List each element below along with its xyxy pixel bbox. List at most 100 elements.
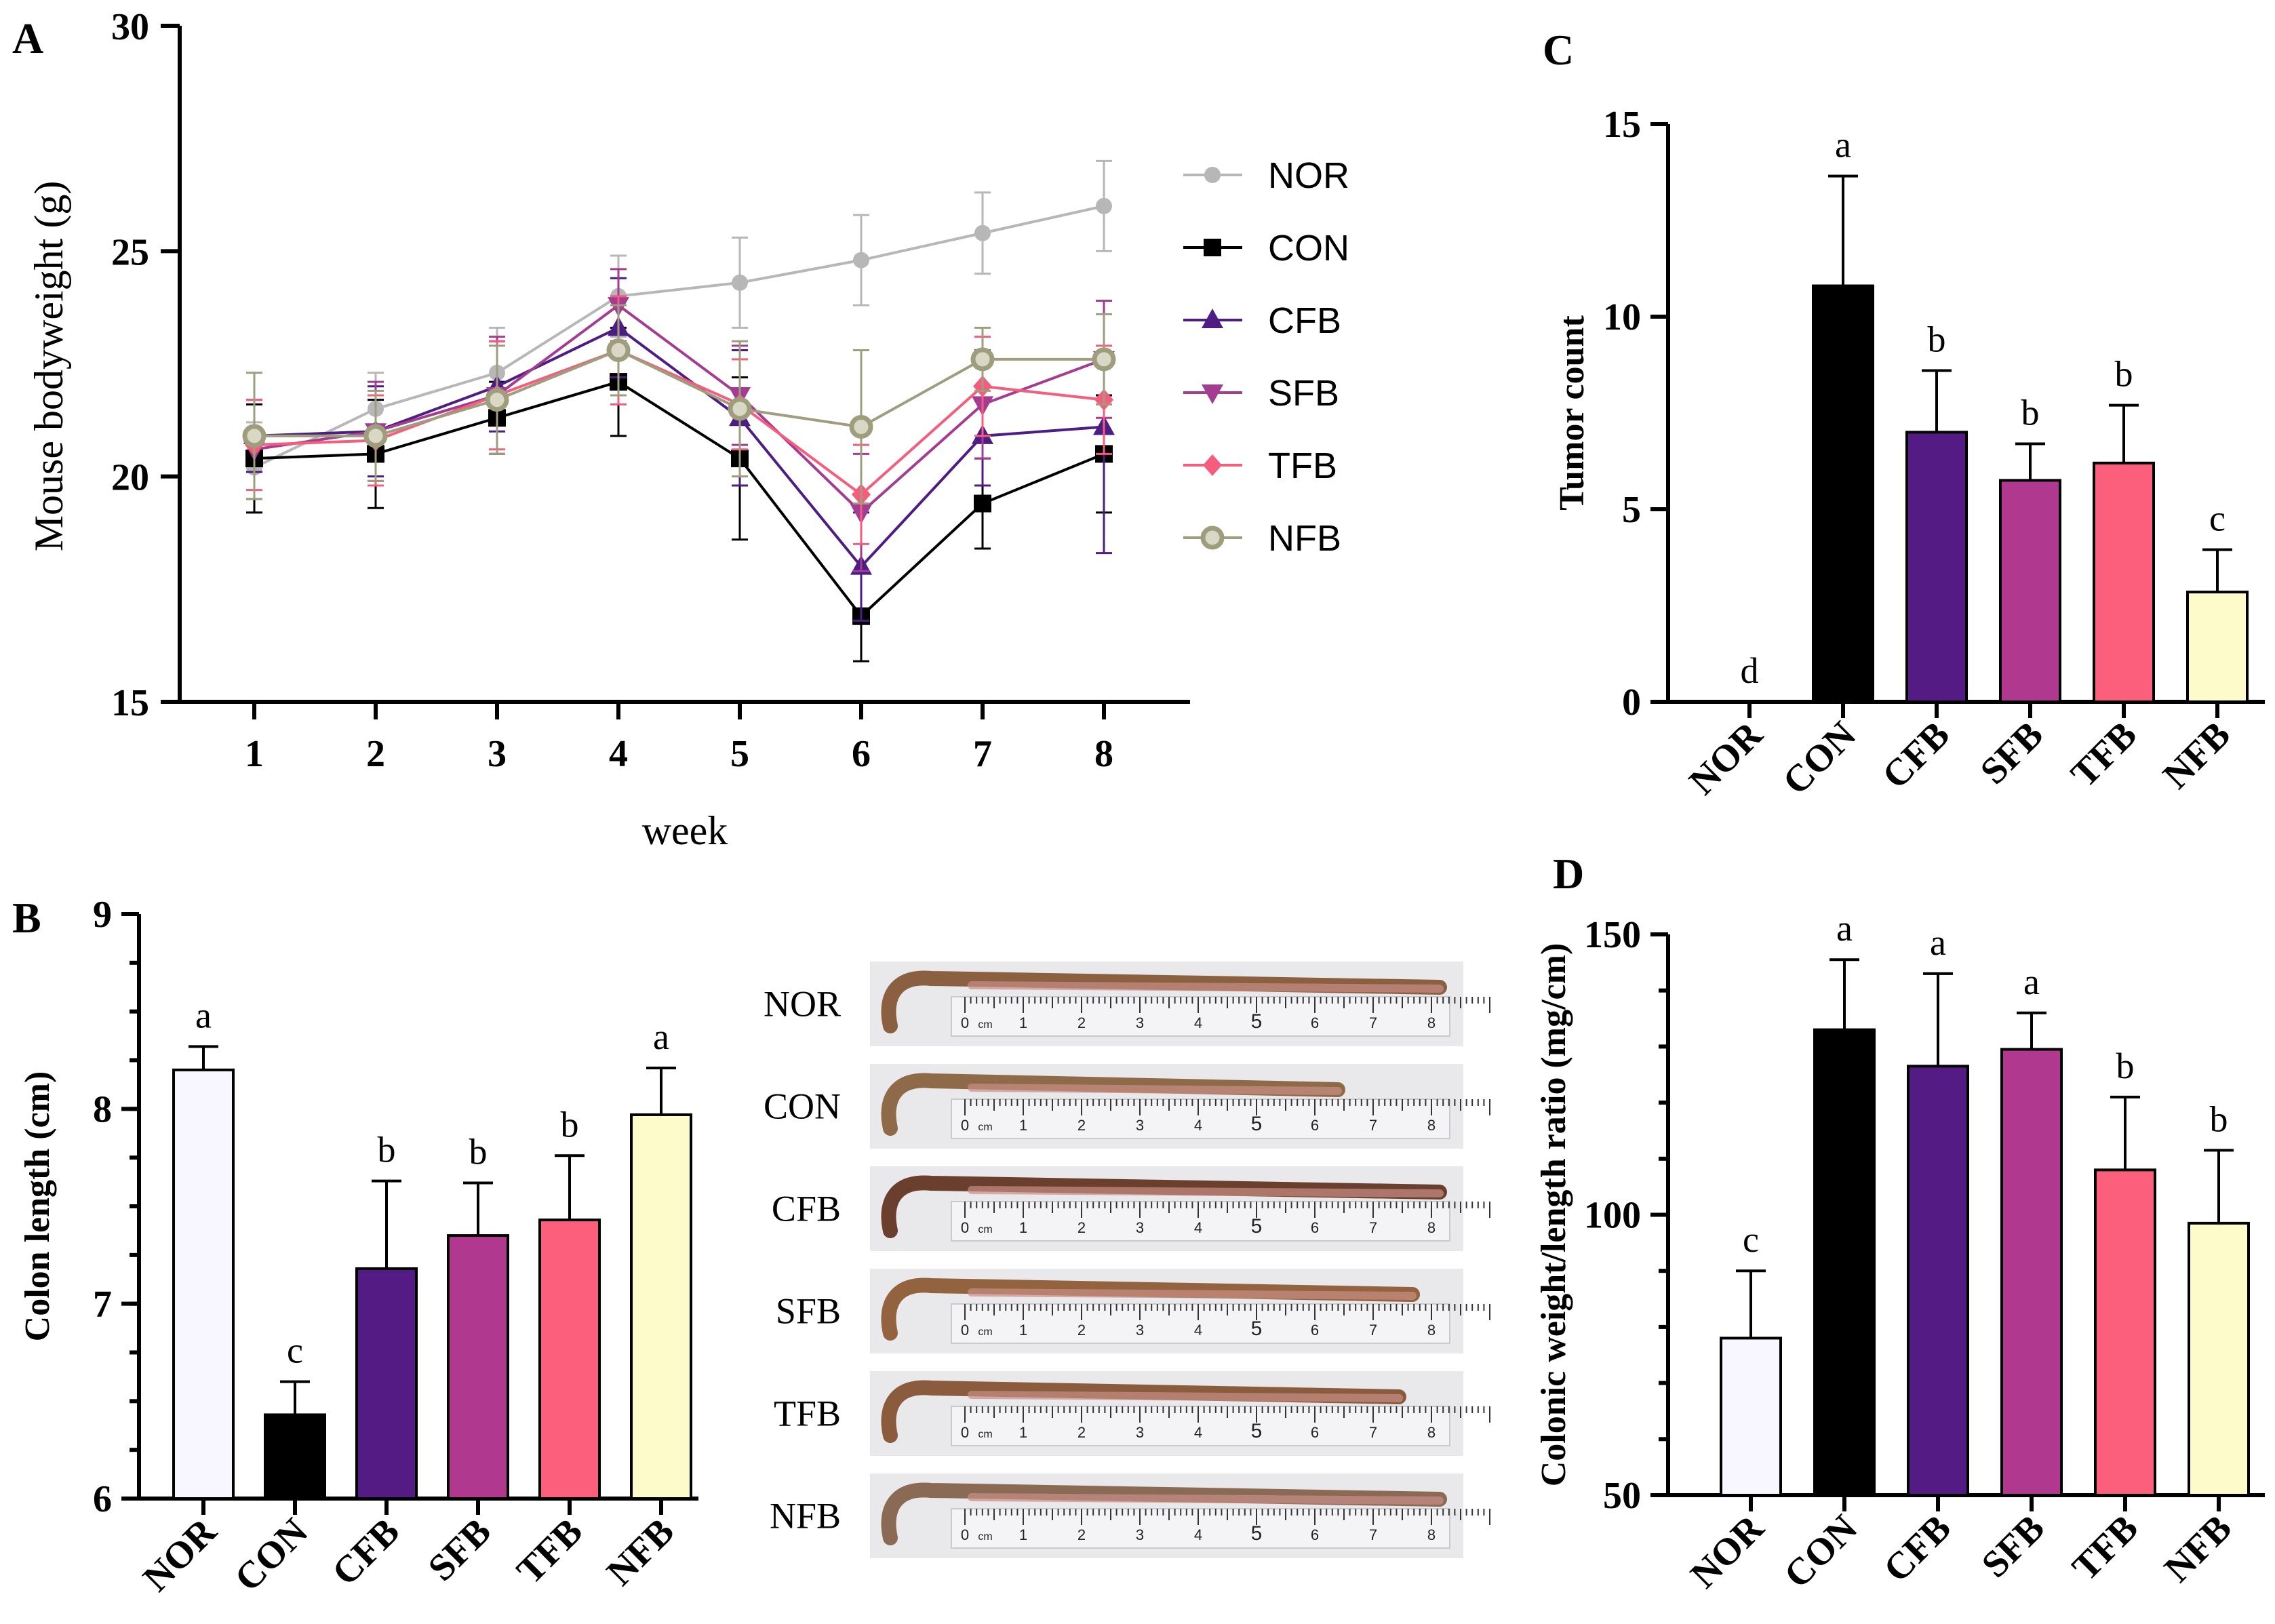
significance-letter: c [1743,1219,1759,1260]
legend-marker [1204,239,1221,256]
colon-sample-sfb: SFB 0 cm 1 2 3 4 5 6 7 8 [776,1269,1490,1353]
bar-sfb [1999,479,2061,704]
chart-a-bodyweight: 15 20 25 30 1 2 3 4 5 6 7 8 week Mouse bodyweight (g)… [26,6,1349,853]
significance-letter: a [653,1016,669,1057]
x-tick-label: NFB [2155,713,2238,797]
sample-label: TFB [774,1393,841,1434]
bar-cfb [355,1267,418,1500]
y-tick-label: 15 [111,682,149,724]
ruler-number: 1 [1019,1424,1027,1441]
panel-label-a: A [12,14,43,62]
bar-nor [172,1068,235,1501]
x-axis-title: week [642,808,728,853]
series-con: CON [245,228,1349,662]
bar-nfb [2188,1221,2250,1497]
ruler-number: 7 [1369,1322,1377,1339]
x-tick-label: 3 [488,733,507,775]
colon-tissue [881,1073,1345,1136]
ruler-number: 5 [1251,1420,1263,1442]
significance-letter: a [195,995,212,1035]
colon-tissue [881,970,1447,1033]
data-point [363,424,388,448]
bar-nfb [630,1113,692,1501]
x-tick-label: CON [226,1510,316,1600]
sample-label: CON [764,1086,841,1127]
ruler-number: 3 [1136,1117,1144,1134]
significance-letter: b [561,1104,579,1145]
x-tick-label: CFB [1874,713,1958,797]
ruler-number: cm [978,1531,992,1543]
axis-lines [178,26,1190,704]
colon-tissue [881,1380,1406,1443]
significance-letter: b [2116,1046,2135,1086]
ruler-number: 5 [1251,1215,1263,1237]
bar-cfb [1907,1065,1969,1497]
x-tick-label: NFB [599,1510,682,1593]
series-line [254,204,1105,469]
x-tick-label: 4 [609,733,628,775]
y-axis-title: Mouse bodyweight (g) [26,181,71,552]
sample-label: NFB [770,1496,841,1537]
ruler-number: 7 [1369,1424,1377,1441]
ruler-number: 0 [961,1219,969,1236]
ruler-number: 8 [1427,1424,1436,1441]
legend-marker [1203,454,1222,476]
y-tick-label: 25 [111,231,149,273]
ruler-number: 6 [1311,1117,1319,1134]
ruler-number: 5 [1251,1010,1263,1033]
x-tick-label: NFB [2156,1507,2240,1590]
colon-tissue [881,1175,1447,1238]
x-tick-label: 6 [852,733,871,775]
significance-letter: b [2021,392,2040,433]
colon-sample-cfb: CFB 0 cm 1 2 3 4 5 6 7 8 [772,1166,1490,1251]
ruler-number: 8 [1427,1322,1436,1339]
colon-tissue-distal [968,1288,1417,1300]
ruler-number: 0 [961,1014,969,1031]
significance-letter: b [469,1132,488,1172]
bar-con [1812,284,1874,703]
ruler-number: 6 [1311,1322,1319,1339]
ruler-number: 7 [1369,1117,1377,1134]
data-point [974,224,991,241]
colon-sample-con: CON 0 cm 1 2 3 4 5 6 7 8 [764,1064,1490,1149]
y-tick-label: 15 [1603,104,1641,146]
ruler-number: 3 [1136,1424,1144,1441]
bar-tfb [538,1219,601,1500]
ruler-number: 2 [1077,1322,1086,1339]
ruler-number: 8 [1427,1117,1436,1134]
sample-label: CFB [772,1189,841,1229]
bar-con [1813,1028,1876,1497]
data-point [606,338,631,363]
data-point [242,424,266,448]
panel-label-d: D [1553,850,1584,898]
ruler-number: cm [978,1224,992,1235]
x-tick-label: TFB [2063,713,2145,795]
ruler-number: 5 [1251,1318,1263,1340]
chart-b-colon-length: 6 7 8 9 Colon length (cm) a NOR c CON b CFB b SFB b TF… [18,894,698,1600]
significance-letter: a [1930,922,1946,963]
y-axis-title: Colonic weight/length ratio (mg/cm) [1535,943,1573,1487]
series-line [254,303,1105,515]
x-tick-label: 5 [730,733,749,775]
x-tick-label: CON [1775,713,1864,803]
ruler-number: 4 [1194,1424,1202,1441]
ruler-number: 4 [1194,1117,1202,1134]
ruler-number: 6 [1311,1526,1319,1543]
ruler-number: 1 [1019,1117,1027,1134]
y-axis-title: Colon length (cm) [18,1071,57,1342]
colon-tissue-distal [968,1084,1342,1095]
x-tick-label: 1 [245,733,264,775]
bar-sfb [2000,1048,2063,1497]
ruler-number: 7 [1369,1526,1377,1543]
y-tick-label: 7 [93,1284,112,1326]
ruler-number: 0 [961,1117,969,1134]
x-tick-label: NOR [135,1510,224,1600]
ruler-number: 2 [1077,1219,1086,1236]
y-tick-label: 9 [93,894,112,936]
ruler-number: 1 [1019,1322,1027,1339]
y-tick-label: 100 [1584,1195,1641,1237]
ruler-number: 0 [961,1526,969,1543]
ruler-number: 3 [1136,1526,1144,1543]
significance-letter: b [2210,1098,2228,1139]
